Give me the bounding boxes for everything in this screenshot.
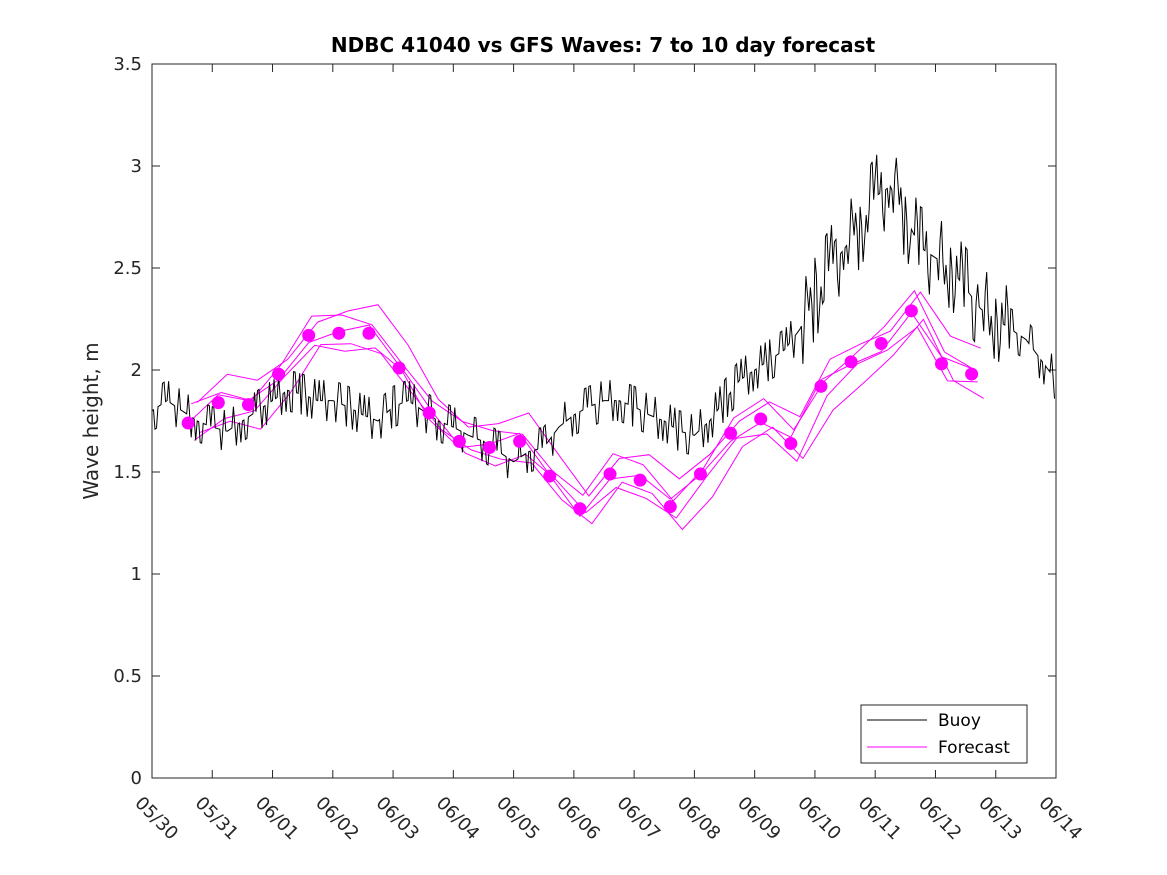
forecast-run-line [193, 326, 978, 519]
forecast-point [663, 500, 677, 514]
forecast-point [272, 367, 286, 381]
x-tick-label: 06/05 [492, 793, 544, 845]
forecast-point [211, 396, 225, 410]
x-tick-label: 06/14 [1034, 793, 1086, 845]
forecast-point [422, 406, 436, 420]
x-tick-label: 05/31 [191, 793, 243, 845]
x-tick-label: 05/30 [130, 793, 182, 845]
forecast-point [754, 412, 768, 426]
forecast-point [844, 355, 858, 369]
y-axis: 0 0.5 1 1.5 2 2.5 3 3.5 [113, 54, 1056, 789]
forecast-point [633, 473, 647, 487]
x-tick-label: 06/03 [372, 793, 424, 845]
forecast-run-line [187, 311, 972, 518]
forecast-run-line [191, 289, 975, 502]
forecast-point [784, 436, 798, 450]
plot-frame [151, 63, 1057, 779]
legend-forecast-label: Forecast [938, 738, 1010, 758]
forecast-point [965, 367, 979, 381]
y-tick-label: 2.5 [113, 258, 142, 279]
buoy-series-line [151, 154, 1055, 479]
forecast-point [904, 304, 918, 318]
forecast-point [724, 426, 738, 440]
y-tick-label: 0 [131, 768, 142, 789]
x-tick-label: 06/01 [251, 793, 303, 845]
forecast-point [181, 416, 195, 430]
y-tick-label: 3.5 [113, 54, 142, 75]
forecast-point [362, 326, 376, 340]
forecast-point [452, 434, 466, 448]
forecast-points [181, 304, 979, 516]
forecast-point [573, 502, 587, 516]
x-tick-label: 06/02 [311, 793, 363, 845]
forecast-point [482, 441, 496, 455]
buoy-line-group [151, 154, 1055, 479]
forecast-point [603, 467, 617, 481]
forecast-point [693, 467, 707, 481]
x-tick-label: 06/08 [673, 793, 725, 845]
forecast-point [814, 379, 828, 393]
forecast-lines [187, 289, 984, 531]
x-tick-label: 06/10 [793, 793, 845, 845]
plot-area [152, 64, 1056, 778]
x-tick-label: 06/11 [854, 793, 906, 845]
x-tick-label: 06/12 [914, 793, 966, 845]
forecast-point [392, 361, 406, 375]
legend-box [860, 704, 1028, 764]
y-tick-label: 2 [131, 360, 142, 381]
forecast-point [241, 398, 255, 412]
forecast-run-line [196, 291, 981, 497]
forecast-point [543, 469, 557, 483]
forecast-point [934, 357, 948, 371]
legend-buoy-label: Buoy [938, 711, 981, 731]
y-tick-label: 0.5 [113, 666, 142, 687]
forecast-run-line [200, 318, 984, 531]
forecast-point [332, 326, 346, 340]
x-tick-label: 06/13 [974, 793, 1026, 845]
y-tick-label: 1.5 [113, 462, 142, 483]
forecast-point [513, 434, 527, 448]
y-axis-label: Wave height, m [79, 342, 103, 499]
y-tick-label: 1 [131, 564, 142, 585]
x-tick-label: 06/04 [432, 793, 484, 845]
legend: Buoy Forecast [860, 704, 1028, 764]
forecast-point [302, 328, 316, 342]
chart-title: NDBC 41040 vs GFS Waves: 7 to 10 day for… [331, 33, 876, 57]
x-tick-label: 06/07 [613, 793, 665, 845]
x-tick-label: 06/06 [552, 793, 604, 845]
forecast-point [874, 336, 888, 350]
x-tick-label: 06/09 [733, 793, 785, 845]
y-tick-label: 3 [131, 156, 142, 177]
